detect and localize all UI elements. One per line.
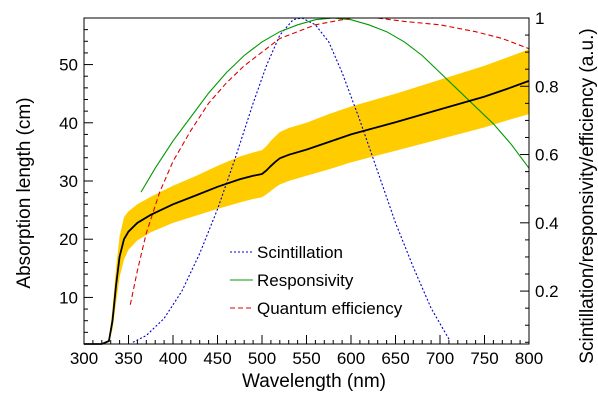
- y2-axis-title: Scintillation/responsivity/efficiency (a…: [577, 28, 598, 363]
- legend-label-responsivity: Responsivity: [257, 271, 354, 290]
- legend: Scintillation Responsivity Quantum efficie…: [230, 243, 403, 318]
- series-layer: [84, 17, 530, 345]
- y2-tick-label: 0.6: [535, 146, 559, 165]
- y2-tick-label: 0.8: [535, 77, 559, 96]
- absorption-uncertainty-band-layer: [84, 49, 529, 345]
- plot-frame-layer: [83, 17, 530, 345]
- y2-tick-label: 0.2: [535, 282, 559, 301]
- x-tick-label: 800: [515, 349, 543, 368]
- x-tick-label: 400: [159, 349, 187, 368]
- y-tick-label: 20: [59, 230, 78, 249]
- x-tick-label: 350: [114, 349, 142, 368]
- y-axis-title: Absorption length (cm): [14, 97, 35, 288]
- absorption-uncertainty-band: [84, 49, 529, 345]
- tick-label-layer: 300 350 400 450 500 550 600 650 700 750 800 10 20 30 4…: [59, 9, 559, 368]
- y2-tick-label: 0.4: [535, 214, 559, 233]
- y-tick-label: 40: [59, 114, 78, 133]
- y-tick-label: 50: [59, 56, 78, 75]
- series-line-quantum-efficiency: [129, 17, 530, 305]
- x-tick-label: 550: [292, 349, 320, 368]
- x-tick-label: 500: [248, 349, 276, 368]
- y2-tick-label: 1: [535, 9, 544, 28]
- legend-label-scintillation: Scintillation: [257, 243, 343, 262]
- x-tick-label: 750: [470, 349, 498, 368]
- x-tick-label: 650: [381, 349, 409, 368]
- x-tick-label: 700: [426, 349, 454, 368]
- x-tick-label: 450: [203, 349, 231, 368]
- y-tick-label: 30: [59, 172, 78, 191]
- plot-frame: [83, 17, 530, 345]
- absorption-length-line: [84, 80, 530, 345]
- tick-layer: [83, 17, 530, 345]
- y-tick-label: 10: [59, 288, 78, 307]
- x-tick-label: 600: [337, 349, 365, 368]
- legend-label-quantum-efficiency: Quantum efficiency: [257, 299, 403, 318]
- x-axis-title: Wavelength (nm): [242, 371, 386, 392]
- x-tick-label: 300: [70, 349, 98, 368]
